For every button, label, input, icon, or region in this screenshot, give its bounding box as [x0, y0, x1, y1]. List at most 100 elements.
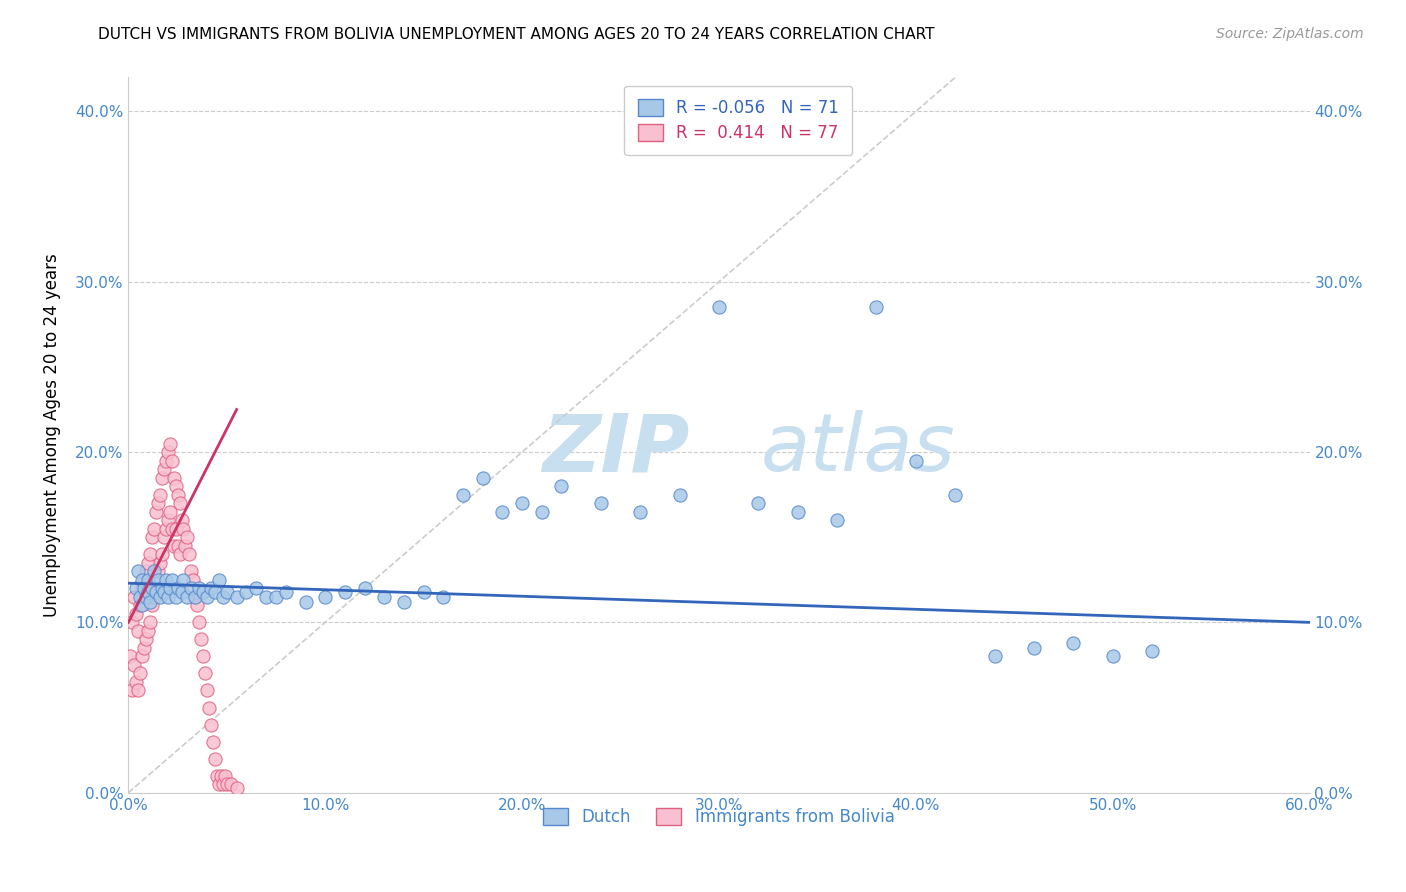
- Point: [149, 590, 172, 604]
- Point: [124, 590, 146, 604]
- Point: [471, 470, 494, 484]
- Point: [135, 590, 157, 604]
- Point: [195, 683, 218, 698]
- Point: [166, 539, 188, 553]
- Point: [131, 573, 153, 587]
- Point: [155, 522, 177, 536]
- Point: [176, 530, 198, 544]
- Point: [156, 590, 179, 604]
- Point: [550, 479, 572, 493]
- Point: [212, 777, 235, 791]
- Point: [1022, 640, 1045, 655]
- Point: [134, 573, 156, 587]
- Point: [163, 470, 186, 484]
- Point: [186, 599, 208, 613]
- Point: [131, 582, 153, 596]
- Point: [432, 590, 454, 604]
- Point: [153, 462, 176, 476]
- Point: [141, 582, 163, 596]
- Point: [166, 488, 188, 502]
- Point: [136, 624, 159, 638]
- Point: [184, 590, 207, 604]
- Point: [139, 547, 162, 561]
- Point: [136, 584, 159, 599]
- Point: [786, 505, 808, 519]
- Point: [194, 666, 217, 681]
- Point: [150, 470, 173, 484]
- Point: [1101, 649, 1123, 664]
- Point: [179, 547, 201, 561]
- Point: [139, 595, 162, 609]
- Point: [353, 582, 375, 596]
- Point: [121, 615, 143, 630]
- Point: [188, 615, 211, 630]
- Legend: Dutch, Immigrants from Bolivia: Dutch, Immigrants from Bolivia: [536, 799, 903, 834]
- Point: [139, 615, 162, 630]
- Point: [129, 666, 152, 681]
- Point: [159, 582, 181, 596]
- Point: [146, 496, 169, 510]
- Point: [125, 675, 148, 690]
- Point: [173, 573, 195, 587]
- Text: ZIP: ZIP: [541, 410, 689, 488]
- Point: [904, 453, 927, 467]
- Point: [145, 584, 167, 599]
- Point: [215, 777, 238, 791]
- Point: [1062, 636, 1084, 650]
- Point: [145, 582, 167, 596]
- Point: [195, 590, 218, 604]
- Point: [254, 590, 277, 604]
- Point: [165, 479, 187, 493]
- Point: [183, 573, 205, 587]
- Point: [170, 584, 193, 599]
- Point: [215, 584, 238, 599]
- Point: [169, 496, 191, 510]
- Point: [160, 522, 183, 536]
- Point: [150, 547, 173, 561]
- Point: [170, 513, 193, 527]
- Point: [373, 590, 395, 604]
- Point: [141, 530, 163, 544]
- Point: [136, 573, 159, 587]
- Point: [510, 496, 533, 510]
- Point: [129, 599, 152, 613]
- Point: [193, 649, 215, 664]
- Point: [225, 590, 247, 604]
- Point: [204, 751, 226, 765]
- Y-axis label: Unemployment Among Ages 20 to 24 years: Unemployment Among Ages 20 to 24 years: [44, 253, 60, 617]
- Point: [491, 505, 513, 519]
- Point: [205, 769, 228, 783]
- Point: [219, 777, 242, 791]
- Point: [150, 582, 173, 596]
- Point: [188, 582, 211, 596]
- Point: [156, 445, 179, 459]
- Point: [943, 488, 966, 502]
- Point: [589, 496, 612, 510]
- Point: [235, 584, 257, 599]
- Point: [209, 769, 232, 783]
- Point: [264, 590, 287, 604]
- Point: [668, 488, 690, 502]
- Point: [121, 683, 143, 698]
- Point: [333, 584, 356, 599]
- Point: [198, 700, 221, 714]
- Point: [125, 607, 148, 621]
- Point: [245, 582, 267, 596]
- Point: [141, 599, 163, 613]
- Point: [120, 649, 142, 664]
- Point: [174, 539, 197, 553]
- Point: [212, 590, 235, 604]
- Point: [180, 564, 202, 578]
- Point: [146, 573, 169, 587]
- Point: [149, 556, 172, 570]
- Point: [193, 584, 215, 599]
- Point: [166, 582, 188, 596]
- Point: [225, 780, 247, 795]
- Point: [825, 513, 848, 527]
- Point: [165, 590, 187, 604]
- Text: atlas: atlas: [761, 410, 955, 488]
- Point: [153, 584, 176, 599]
- Point: [1140, 644, 1163, 658]
- Point: [143, 564, 166, 578]
- Point: [628, 505, 651, 519]
